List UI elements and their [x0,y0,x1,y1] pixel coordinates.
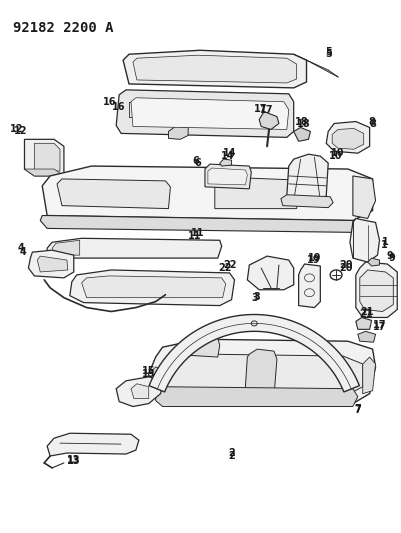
Text: 92182 2200 A: 92182 2200 A [12,21,113,35]
Text: 9: 9 [386,251,393,261]
Text: 11: 11 [188,231,201,241]
Text: 3: 3 [250,293,257,303]
Text: 12: 12 [14,126,27,136]
Polygon shape [207,168,247,185]
Polygon shape [352,176,375,219]
Polygon shape [331,128,363,149]
Text: 8: 8 [367,117,374,126]
Polygon shape [259,111,278,130]
Text: 1: 1 [380,240,387,250]
Text: 17: 17 [372,320,385,330]
Text: 4: 4 [19,247,26,257]
Polygon shape [70,270,234,305]
Text: 15: 15 [142,369,155,379]
Polygon shape [37,256,68,272]
Text: 16: 16 [102,96,116,107]
Text: 8: 8 [368,118,375,128]
Text: 20: 20 [338,263,352,273]
Polygon shape [116,90,293,138]
Text: 21: 21 [359,306,373,317]
Polygon shape [131,98,288,130]
Text: 17: 17 [372,322,385,333]
Text: 7: 7 [354,403,360,414]
Polygon shape [116,377,162,407]
Polygon shape [349,219,379,262]
Polygon shape [293,127,310,141]
Text: 15: 15 [142,366,155,376]
Polygon shape [185,336,219,357]
Text: 13: 13 [67,456,80,466]
Polygon shape [162,354,362,394]
Polygon shape [52,240,79,255]
Text: 18: 18 [294,117,308,126]
Text: 3: 3 [253,292,260,302]
Text: 16: 16 [112,102,126,112]
Polygon shape [149,314,358,392]
Polygon shape [47,433,138,456]
Polygon shape [298,264,320,308]
Polygon shape [355,262,396,318]
Text: 12: 12 [10,124,23,134]
Polygon shape [245,349,276,397]
Text: 19: 19 [306,255,319,265]
Polygon shape [123,50,306,88]
Polygon shape [357,332,375,342]
Text: 21: 21 [358,309,371,319]
Text: 17: 17 [254,103,267,114]
Polygon shape [34,143,60,171]
Text: 7: 7 [354,406,360,416]
Text: 10: 10 [328,151,342,161]
Polygon shape [367,258,379,266]
Polygon shape [47,238,221,258]
Text: 6: 6 [194,158,201,168]
Text: 9: 9 [388,253,395,263]
Text: 22: 22 [222,260,236,270]
Text: 17: 17 [260,104,273,115]
Polygon shape [326,122,369,153]
Polygon shape [214,177,298,208]
Polygon shape [24,139,64,176]
Polygon shape [247,256,293,290]
Polygon shape [131,384,148,399]
Text: 22: 22 [217,263,231,273]
Text: 13: 13 [67,455,80,465]
Polygon shape [133,55,296,83]
Text: 14: 14 [222,148,236,158]
Text: 1: 1 [381,237,388,247]
Text: 4: 4 [17,243,24,253]
Polygon shape [359,270,392,311]
Text: 18: 18 [296,118,310,128]
Polygon shape [280,195,332,208]
Text: 5: 5 [324,47,331,57]
Text: 11: 11 [191,228,204,238]
Polygon shape [28,250,74,278]
Polygon shape [155,387,357,407]
Text: 6: 6 [192,156,199,166]
Text: 10: 10 [330,148,344,158]
Polygon shape [362,357,375,394]
Polygon shape [219,159,231,166]
Polygon shape [81,276,225,297]
Polygon shape [286,154,327,203]
Text: 20: 20 [338,260,352,270]
Text: 5: 5 [324,49,331,59]
Text: 19: 19 [307,253,320,263]
Polygon shape [24,169,64,176]
Polygon shape [168,126,188,139]
Polygon shape [205,164,251,189]
Polygon shape [148,339,375,403]
Polygon shape [42,166,372,221]
Polygon shape [148,367,165,394]
Text: 2: 2 [228,451,234,461]
Polygon shape [40,215,352,232]
Text: 14: 14 [220,151,234,161]
Polygon shape [355,318,371,329]
Polygon shape [57,179,170,208]
Text: 2: 2 [228,448,234,458]
